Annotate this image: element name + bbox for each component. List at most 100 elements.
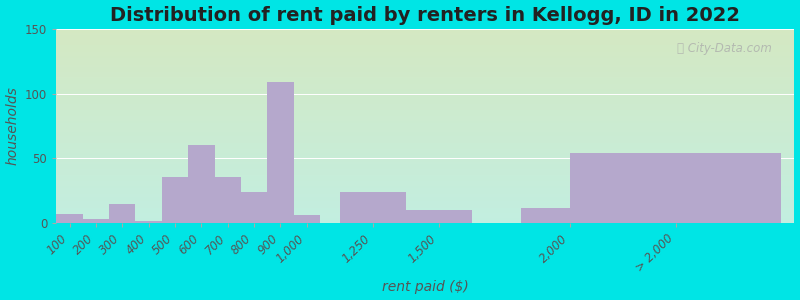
Bar bbox=[56, 122, 794, 123]
Bar bbox=[56, 103, 794, 104]
Bar bbox=[56, 205, 794, 206]
Bar bbox=[56, 130, 794, 131]
Bar bbox=[56, 199, 794, 200]
Bar bbox=[56, 58, 794, 59]
Bar bbox=[56, 52, 794, 53]
Bar bbox=[56, 70, 794, 71]
Bar bbox=[56, 163, 794, 164]
Bar bbox=[56, 37, 794, 38]
Bar bbox=[56, 61, 794, 62]
Bar bbox=[56, 138, 794, 139]
Bar bbox=[56, 195, 794, 196]
Bar bbox=[56, 142, 794, 143]
Bar bbox=[56, 96, 794, 97]
Bar bbox=[56, 64, 794, 65]
Bar bbox=[56, 48, 794, 49]
Bar bbox=[56, 36, 794, 37]
Bar bbox=[56, 31, 794, 32]
Bar bbox=[56, 41, 794, 43]
Bar bbox=[56, 63, 794, 64]
Bar bbox=[56, 158, 794, 159]
Bar bbox=[56, 207, 794, 208]
Bar bbox=[56, 183, 794, 184]
Bar bbox=[56, 188, 794, 189]
Bar bbox=[56, 77, 794, 78]
Bar bbox=[56, 49, 794, 50]
Bar bbox=[56, 66, 794, 67]
Title: Distribution of rent paid by renters in Kellogg, ID in 2022: Distribution of rent paid by renters in … bbox=[110, 6, 741, 25]
Bar bbox=[56, 121, 794, 122]
Bar bbox=[56, 182, 794, 183]
Bar bbox=[56, 192, 794, 193]
Bar bbox=[56, 50, 794, 51]
Bar bbox=[162, 176, 188, 223]
Bar bbox=[56, 100, 794, 101]
Bar bbox=[56, 45, 794, 46]
Bar bbox=[56, 167, 794, 168]
Bar bbox=[56, 108, 794, 109]
Bar bbox=[56, 136, 794, 137]
Bar bbox=[56, 129, 794, 130]
Bar bbox=[56, 221, 794, 222]
Bar bbox=[56, 82, 794, 83]
Bar bbox=[56, 123, 794, 124]
Bar bbox=[56, 174, 794, 175]
Bar bbox=[56, 186, 794, 187]
Bar bbox=[56, 168, 794, 169]
Bar bbox=[56, 164, 794, 165]
Bar bbox=[56, 200, 794, 201]
Bar bbox=[56, 54, 794, 55]
Bar bbox=[56, 208, 794, 210]
Bar bbox=[56, 219, 794, 220]
Bar bbox=[56, 72, 794, 73]
Bar bbox=[56, 141, 794, 142]
Bar bbox=[56, 206, 794, 207]
Bar bbox=[56, 151, 794, 152]
Bar bbox=[56, 104, 794, 105]
Bar bbox=[56, 222, 794, 223]
Bar bbox=[56, 115, 794, 116]
Bar bbox=[56, 38, 794, 39]
Bar bbox=[56, 187, 794, 188]
Bar bbox=[56, 47, 794, 48]
Bar bbox=[56, 171, 794, 172]
Bar bbox=[56, 90, 794, 91]
Bar bbox=[56, 139, 794, 140]
Bar bbox=[56, 55, 794, 56]
Bar bbox=[56, 215, 794, 216]
Bar bbox=[294, 215, 320, 223]
Bar bbox=[56, 160, 794, 161]
Bar bbox=[56, 146, 794, 147]
Bar bbox=[56, 127, 794, 128]
Bar bbox=[56, 191, 794, 192]
Bar bbox=[56, 155, 794, 156]
Bar bbox=[56, 217, 794, 218]
Bar bbox=[56, 197, 794, 198]
Bar bbox=[56, 190, 794, 191]
Bar bbox=[56, 59, 794, 60]
Bar bbox=[56, 65, 794, 66]
Bar bbox=[56, 105, 794, 106]
Bar bbox=[56, 161, 794, 162]
Bar bbox=[188, 146, 214, 223]
Bar bbox=[406, 210, 471, 223]
Bar bbox=[56, 153, 794, 154]
Bar bbox=[56, 116, 794, 117]
Bar bbox=[56, 33, 794, 34]
Bar bbox=[56, 166, 794, 167]
Bar bbox=[56, 71, 794, 72]
Bar bbox=[56, 173, 794, 174]
Bar bbox=[56, 150, 794, 151]
Bar bbox=[56, 97, 794, 98]
Bar bbox=[56, 149, 794, 150]
Bar bbox=[56, 212, 794, 214]
Bar bbox=[56, 137, 794, 138]
Bar bbox=[214, 176, 241, 223]
Bar bbox=[56, 184, 794, 185]
Bar bbox=[56, 165, 794, 166]
Bar bbox=[56, 99, 794, 100]
Bar bbox=[56, 85, 794, 86]
Bar bbox=[56, 185, 794, 186]
Bar bbox=[56, 218, 794, 219]
Text: ⓘ City-Data.com: ⓘ City-Data.com bbox=[678, 43, 772, 56]
